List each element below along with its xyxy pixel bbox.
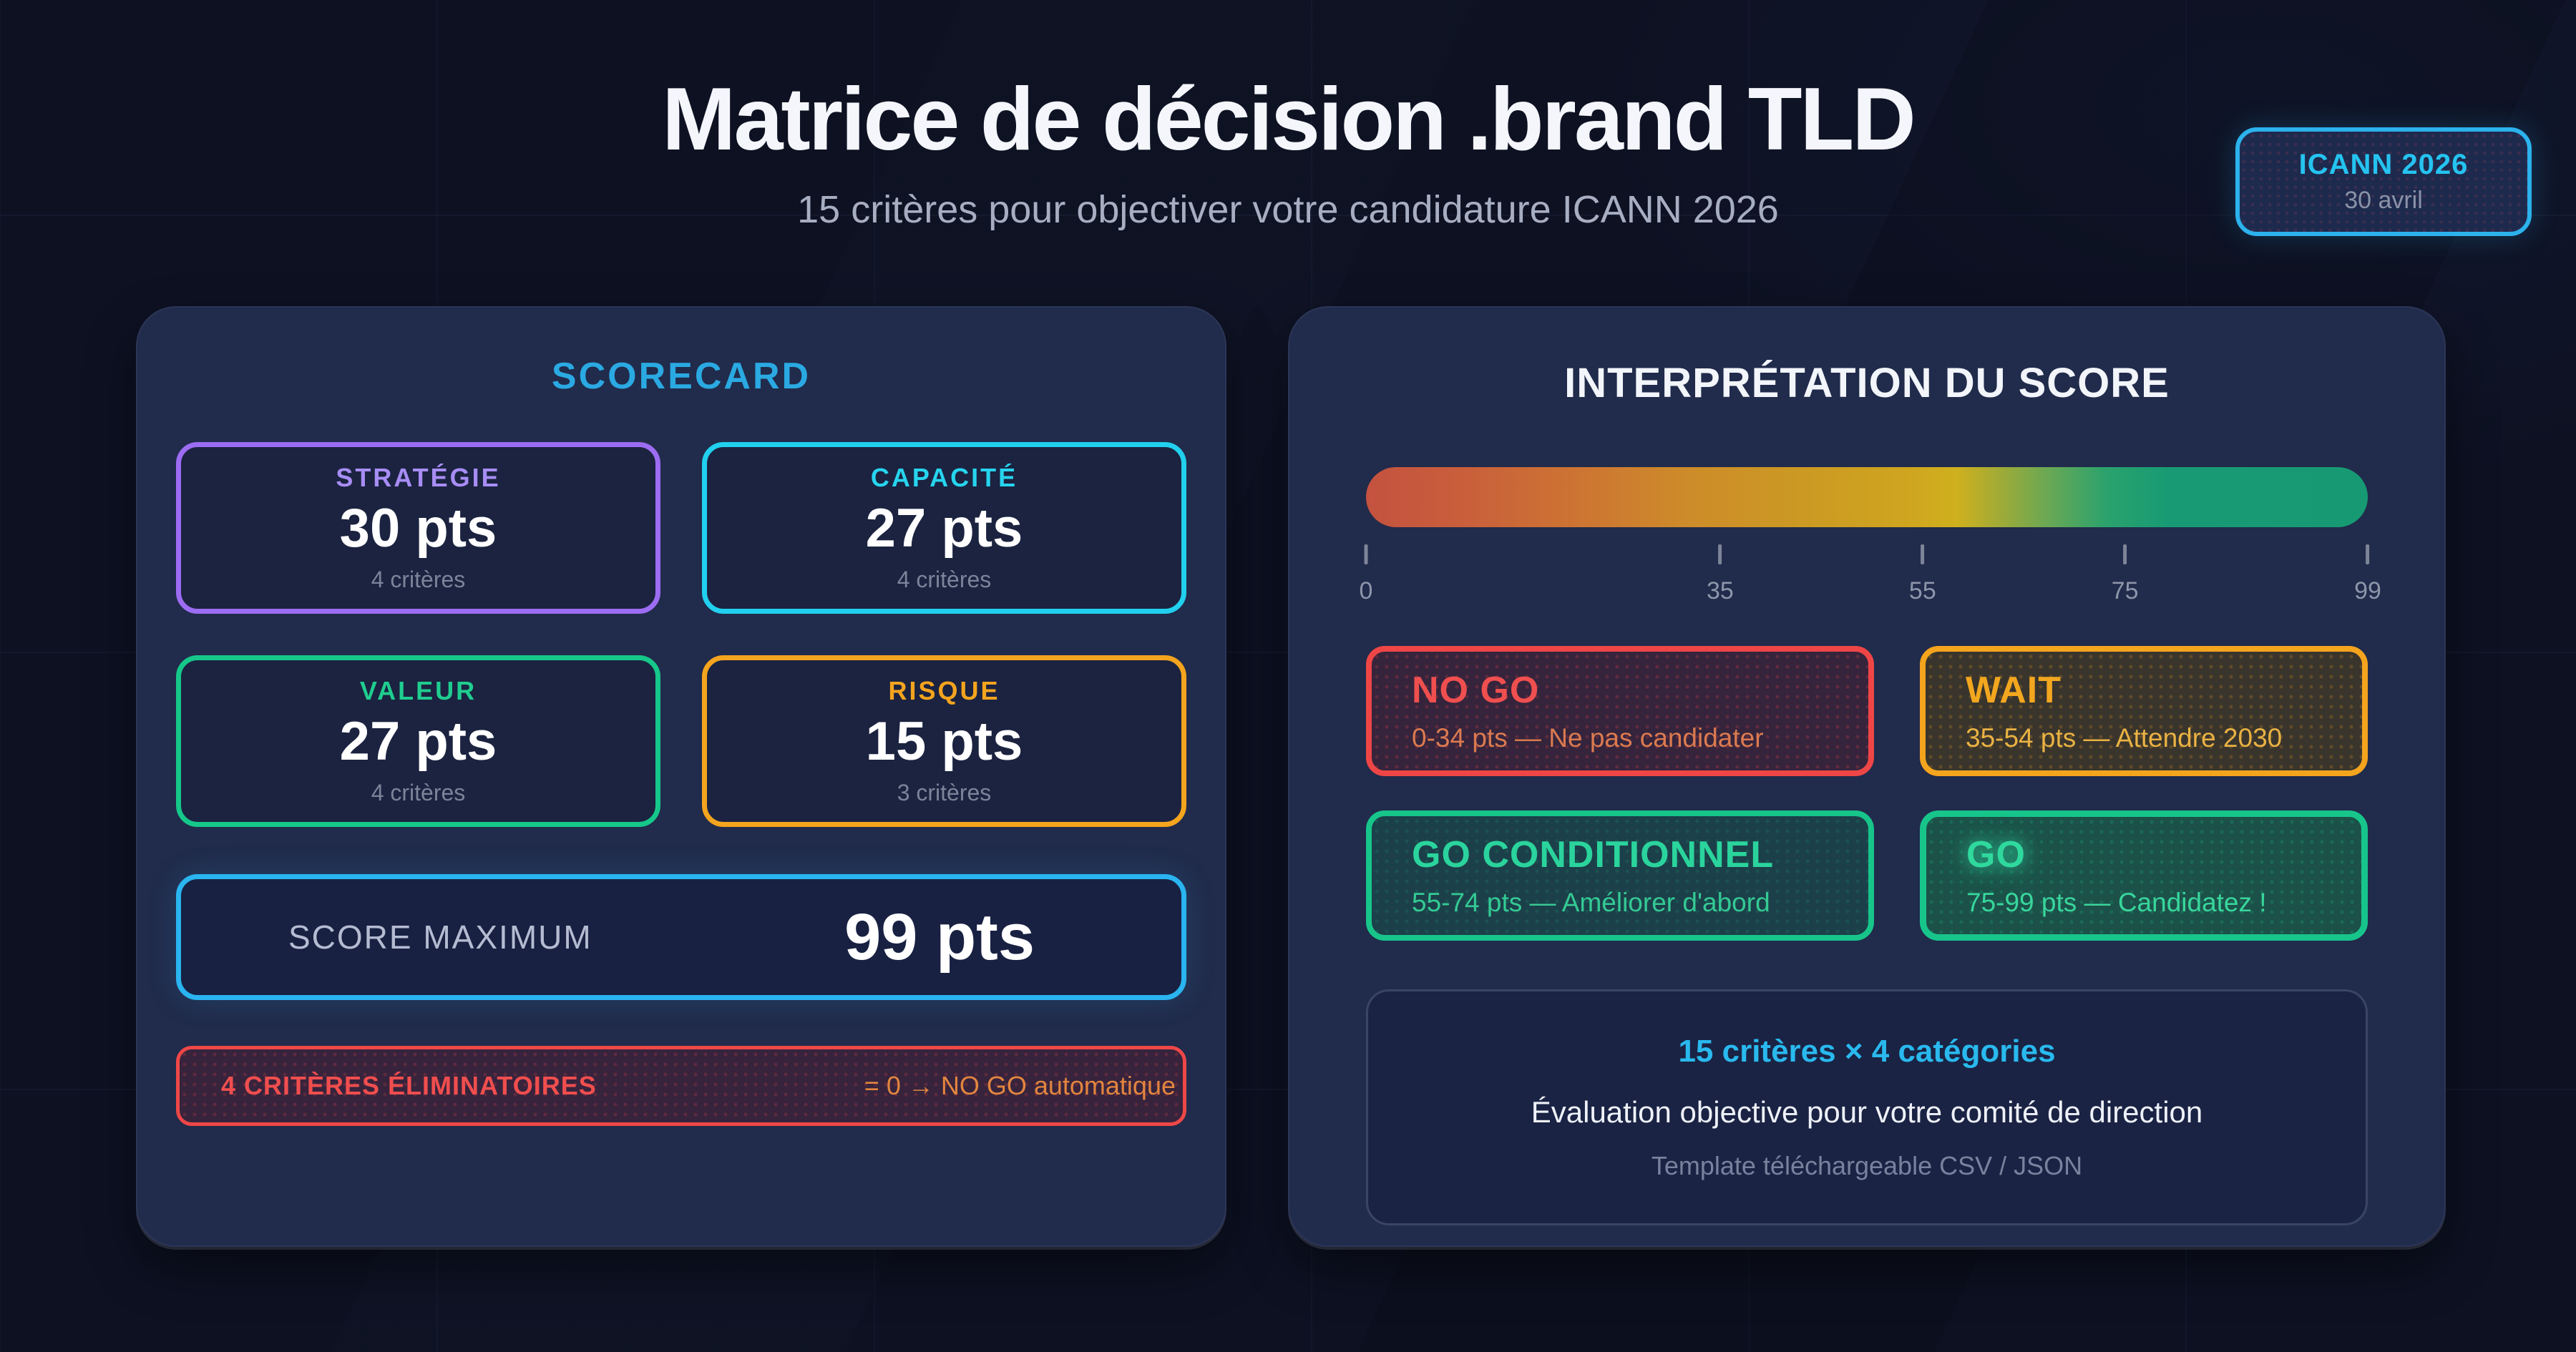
verdict-range: 0-34 pts — Ne pas candidater (1412, 723, 1764, 753)
tick-label: 99 (2354, 577, 2381, 604)
category-criteria-count: 3 critères (897, 780, 992, 805)
category-criteria-count: 4 critères (897, 567, 992, 592)
badge-title: ICANN 2026 (2298, 149, 2469, 180)
category-box-risque: RISQUE 15 pts 3 critères (702, 655, 1186, 827)
summary-headline: 15 critères × 4 catégories (1678, 1034, 2056, 1069)
verdict-box-go: GO 75-99 pts — Candidatez ! (1920, 810, 2368, 941)
score-scale-ticks: 0 35 55 75 99 (1360, 544, 2381, 609)
category-box-strategie: STRATÉGIE 30 pts 4 critères (176, 442, 660, 614)
icann-deadline-badge: ICANN 2026 30 avril (2235, 127, 2532, 236)
scorecard-card: SCORECARD STRATÉGIE 30 pts 4 critères CA… (136, 306, 1226, 1247)
category-criteria-count: 4 critères (371, 780, 466, 805)
tick-mark (1364, 544, 1368, 564)
summary-box: 15 critères × 4 catégories Évaluation ob… (1366, 989, 2368, 1225)
badge-date: 30 avril (2344, 187, 2423, 214)
score-gradient-bar (1366, 467, 2368, 527)
verdict-box-no-go: NO GO 0-34 pts — Ne pas candidater (1366, 646, 1874, 776)
category-name: VALEUR (359, 676, 477, 705)
tick-label: 0 (1359, 577, 1373, 604)
summary-description: Évaluation objective pour votre comité d… (1531, 1095, 2203, 1129)
scale-tick: 35 (1707, 544, 1734, 605)
scale-tick: 75 (2112, 544, 2139, 605)
scorecard-title: SCORECARD (551, 356, 811, 397)
category-name: CAPACITÉ (870, 463, 1018, 492)
verdict-name: GO CONDITIONNEL (1412, 834, 1775, 876)
page-title: Matrice de décision .brand TLD (662, 70, 1916, 169)
verdict-box-go-conditionnel: GO CONDITIONNEL 55-74 pts — Améliorer d'… (1366, 810, 1874, 941)
category-points: 27 pts (339, 711, 497, 772)
category-criteria-count: 4 critères (371, 567, 466, 592)
eliminatory-rule: = 0 → NO GO automatique (864, 1071, 1176, 1100)
verdict-name: NO GO (1412, 670, 1540, 711)
tick-label: 55 (1908, 577, 1936, 604)
scale-tick: 99 (2354, 544, 2381, 605)
score-scale: 0 35 55 75 99 (1360, 467, 2381, 609)
summary-template-note: Template téléchargeable CSV / JSON (1651, 1151, 2083, 1180)
category-points: 27 pts (865, 498, 1023, 559)
tick-mark (1718, 544, 1722, 564)
verdict-name: GO (1966, 834, 2026, 876)
tick-mark (2123, 544, 2127, 564)
verdict-grid: NO GO 0-34 pts — Ne pas candidater WAIT … (1366, 646, 2368, 941)
eliminatory-criteria-box: 4 CRITÈRES ÉLIMINATOIRES = 0 → NO GO aut… (176, 1046, 1186, 1126)
score-maximum-value: 99 pts (844, 900, 1035, 974)
verdict-range: 35-54 pts — Attendre 2030 (1966, 723, 2283, 753)
verdict-range: 75-99 pts — Candidatez ! (1966, 888, 2267, 917)
interpretation-title: INTERPRÉTATION DU SCORE (1564, 360, 2170, 406)
eliminatory-label: 4 CRITÈRES ÉLIMINATOIRES (221, 1071, 597, 1100)
category-points: 15 pts (865, 711, 1023, 772)
tick-label: 35 (1706, 577, 1734, 604)
category-box-capacite: CAPACITÉ 27 pts 4 critères (702, 442, 1186, 614)
scale-tick: 0 (1359, 544, 1373, 605)
tick-mark (1921, 544, 1925, 564)
category-box-valeur: VALEUR 27 pts 4 critères (176, 655, 660, 827)
scale-tick: 55 (1909, 544, 1936, 605)
verdict-range: 55-74 pts — Améliorer d'abord (1412, 888, 1770, 917)
category-points: 30 pts (339, 498, 497, 559)
tick-label: 75 (2111, 577, 2139, 604)
interpretation-card: INTERPRÉTATION DU SCORE 0 35 55 7 (1288, 306, 2446, 1247)
score-maximum-box: SCORE MAXIMUM 99 pts (176, 874, 1186, 1000)
page-subtitle: 15 critères pour objectiver votre candid… (797, 188, 1779, 231)
category-name: STRATÉGIE (336, 463, 501, 492)
score-maximum-label: SCORE MAXIMUM (288, 919, 592, 956)
verdict-name: WAIT (1966, 670, 2062, 711)
tick-mark (2366, 544, 2370, 564)
category-name: RISQUE (888, 676, 1000, 705)
verdict-box-wait: WAIT 35-54 pts — Attendre 2030 (1920, 646, 2368, 776)
category-grid: STRATÉGIE 30 pts 4 critères CAPACITÉ 27 … (176, 442, 1186, 827)
